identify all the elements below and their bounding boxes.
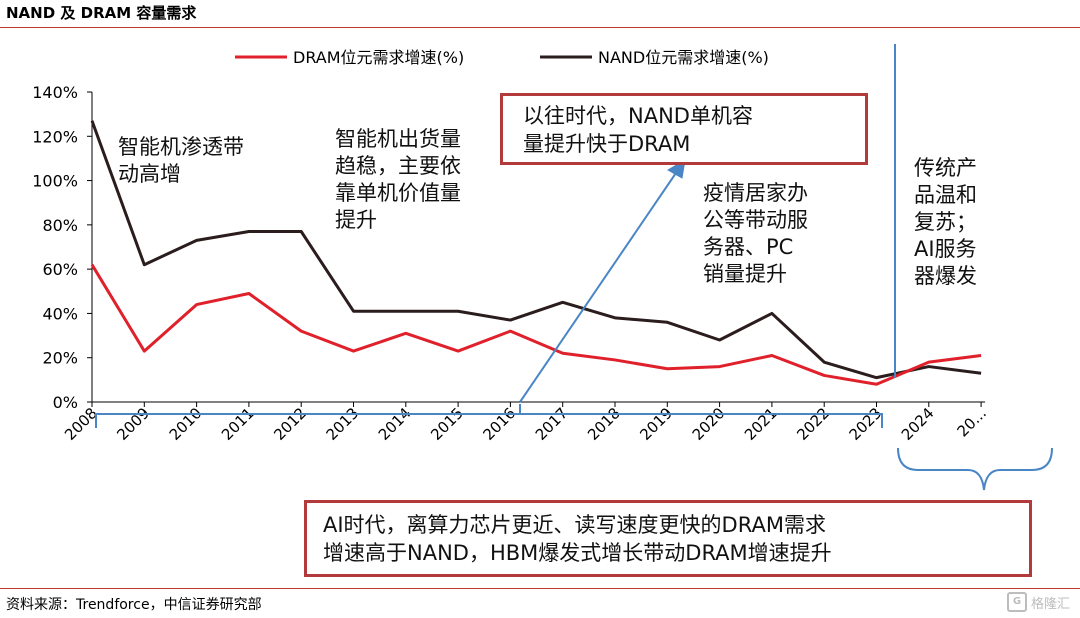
x-tick-label: 2011 xyxy=(218,404,258,444)
x-tick-label: 2022 xyxy=(793,404,833,444)
annotation-smartphone-growth: 智能机渗透带 动高增 xyxy=(118,135,244,186)
y-tick-label: 20% xyxy=(42,349,78,368)
x-tick-label: 2017 xyxy=(532,404,572,444)
x-tick-label: 2010 xyxy=(166,404,206,444)
x-tick-label: 20... xyxy=(954,404,990,440)
x-tick-label: 2020 xyxy=(689,404,729,444)
annotation-covid-server-pc: 疫情居家办 公等带动服 务器、PC 销量提升 xyxy=(703,181,808,286)
callout-arrow-line xyxy=(519,169,679,403)
annotation-smartphone-stable: 智能机出货量 趋稳，主要依 靠单机价值量 提升 xyxy=(335,127,461,232)
annotation-ai-server: 传统产 品温和 复苏； AI服务 器爆发 xyxy=(914,156,977,288)
x-tick-label: 2023 xyxy=(846,404,886,444)
series-line-dram xyxy=(90,263,982,386)
series-line-nand xyxy=(90,120,982,380)
callout-box-past: 以往时代，NAND单机容 量提升快于DRAM xyxy=(500,93,868,165)
brace-ai-era xyxy=(897,447,1053,491)
y-tick-label: 0% xyxy=(53,393,78,412)
page-title: NAND 及 DRAM 容量需求 xyxy=(6,4,197,22)
x-tick-label: 2009 xyxy=(113,404,153,444)
y-tick-label: 80% xyxy=(42,216,78,235)
y-tick-label: 60% xyxy=(42,260,78,279)
footer-divider xyxy=(0,588,1080,589)
watermark-logo-icon: G xyxy=(1006,592,1027,612)
brace-past-era xyxy=(95,404,883,428)
x-tick-label: 2019 xyxy=(636,404,676,444)
legend-label-dram: DRAM位元需求增速(%) xyxy=(293,48,464,67)
y-tick-label: 100% xyxy=(32,172,78,191)
x-tick-label: 2015 xyxy=(427,404,467,444)
callout-box-ai: AI时代，离算力芯片更近、读写速度更快的DRAM需求 增速高于NAND，HBM爆… xyxy=(304,500,1032,577)
x-tick-label: 2024 xyxy=(898,404,938,444)
y-tick-label: 40% xyxy=(42,304,78,323)
x-tick-label: 2014 xyxy=(375,404,415,444)
x-tick-label: 2018 xyxy=(584,404,624,444)
y-tick-label: 120% xyxy=(32,127,78,146)
x-tick-label: 2012 xyxy=(270,404,310,444)
y-tick-label: 140% xyxy=(32,83,78,102)
watermark: G 格隆汇 xyxy=(1006,592,1070,612)
legend-label-nand: NAND位元需求增速(%) xyxy=(598,48,769,67)
title-divider xyxy=(0,27,1080,28)
x-tick-label: 2016 xyxy=(479,404,519,444)
x-tick-label: 2013 xyxy=(323,404,363,444)
source-note: 资料来源：Trendforce，中信证券研究部 xyxy=(6,597,262,613)
x-tick-label: 2021 xyxy=(741,404,781,444)
